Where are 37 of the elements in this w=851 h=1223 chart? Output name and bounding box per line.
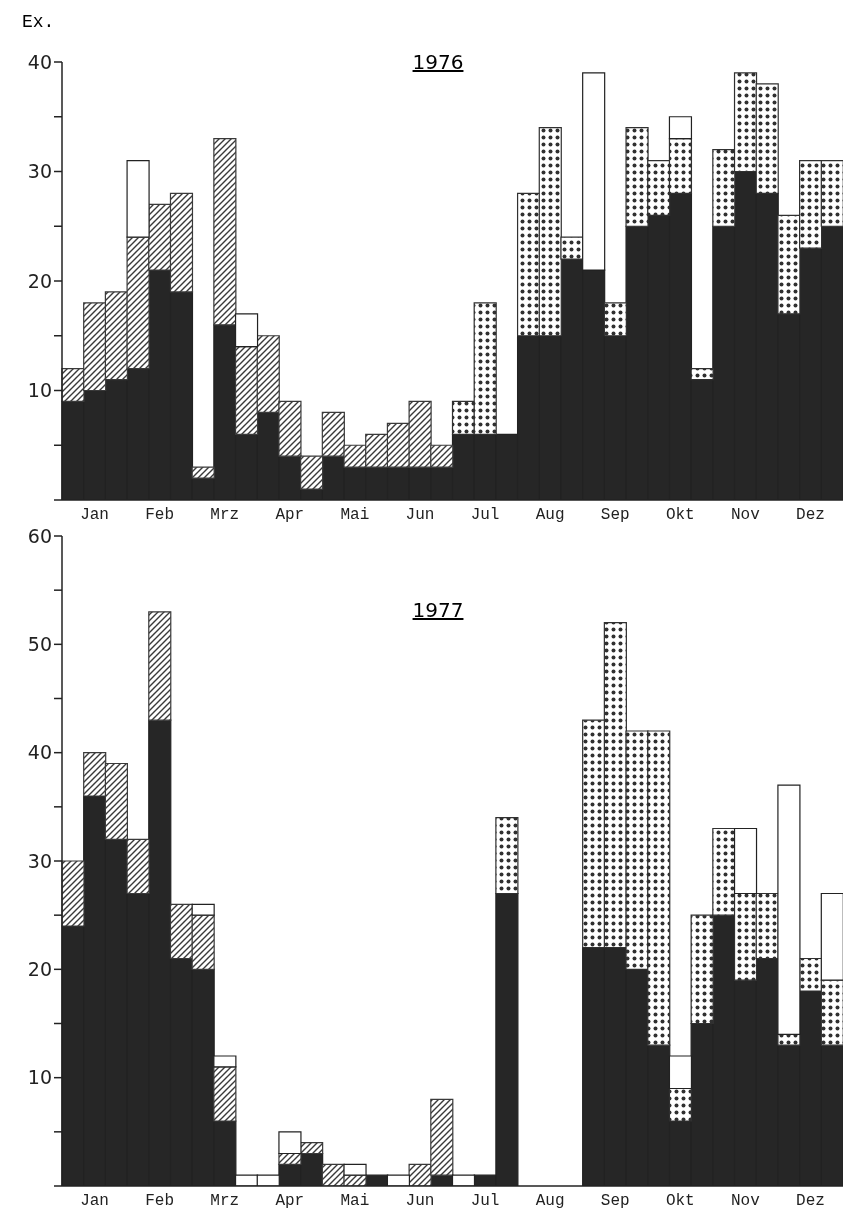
y-tick-label: 30 <box>27 160 52 183</box>
x-tick-label: Sep <box>600 1192 630 1211</box>
y-tick-label: 40 <box>27 50 52 73</box>
x-tick-label: Sep <box>600 506 630 525</box>
y-tick-label: 10 <box>27 1066 52 1089</box>
x-tick-label: Jun <box>405 506 435 525</box>
x-tick-label: Apr <box>275 1192 305 1211</box>
x-tick-label: Mai <box>340 506 370 525</box>
y-tick-label: 20 <box>27 958 52 981</box>
x-tick-label: Nov <box>730 1192 761 1211</box>
y-tick-label: 50 <box>27 633 52 656</box>
y-axis-title: Ex. <box>22 12 55 32</box>
x-tick-label: Jun <box>405 1192 435 1211</box>
y-tick-label: 60 <box>27 524 52 547</box>
x-tick-label: Apr <box>275 506 305 525</box>
x-tick-label: Okt <box>665 506 695 525</box>
y-tick-label: 20 <box>27 269 52 292</box>
x-tick-label: Mrz <box>210 1192 240 1211</box>
x-tick-label: Dez <box>796 1192 825 1211</box>
y-tick-label: 30 <box>27 849 52 872</box>
x-tick-label: Jan <box>80 1192 109 1211</box>
x-tick-label: Aug <box>535 506 565 525</box>
x-tick-label: Feb <box>145 1192 175 1211</box>
x-tick-label: Dez <box>796 506 825 525</box>
text: 1977 <box>411 598 465 622</box>
x-tick-label: Jul <box>470 506 500 525</box>
x-tick-label: Mai <box>340 1192 370 1211</box>
chart-title: 1976 <box>411 50 465 74</box>
y-tick-label: 40 <box>27 741 52 764</box>
x-tick-label: Jul <box>470 1192 500 1211</box>
x-tick-label: Aug <box>535 1192 565 1211</box>
x-tick-label: Mrz <box>210 506 240 525</box>
x-tick-label: Feb <box>145 506 175 525</box>
x-tick-label: Okt <box>665 1192 695 1211</box>
y-tick-label: 10 <box>27 379 52 402</box>
x-tick-label: Nov <box>730 506 761 525</box>
x-tick-label: Jan <box>80 506 109 525</box>
